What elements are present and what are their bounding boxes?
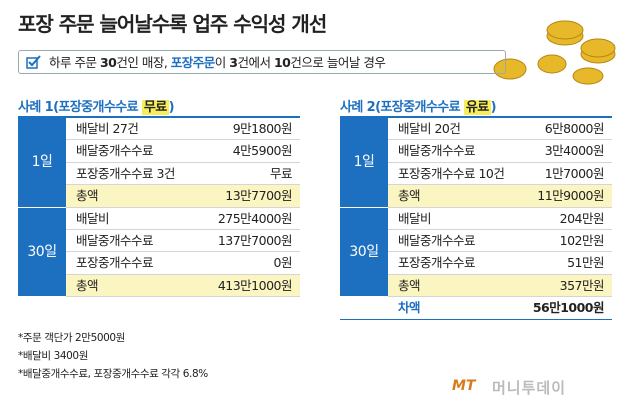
item-label: 배달비 xyxy=(66,208,206,230)
item-value: 102만원 xyxy=(528,230,612,253)
item-label: 배달중개수수료 xyxy=(388,230,528,253)
item-label: 총액 xyxy=(388,185,528,208)
logo-text: 머니투데이 xyxy=(492,379,567,397)
subtitle-part: 이 xyxy=(214,55,230,70)
footnote: *주문 객단가 2만5000원 xyxy=(18,332,125,344)
table-top-rule xyxy=(340,116,612,118)
subtitle-part: 3 xyxy=(229,55,238,70)
table-top-rule xyxy=(18,116,300,118)
item-label: 배달중개수수료 xyxy=(66,230,206,253)
subtitle-part: 30 xyxy=(99,55,117,70)
item-value: 13만7700원 xyxy=(206,185,300,208)
case-title-part: 유료 xyxy=(463,100,491,115)
item-value: 4만5900원 xyxy=(206,140,300,163)
item-label: 배달비 27건 xyxy=(66,118,206,141)
item-value: 137만7000원 xyxy=(206,230,300,253)
subtitle-part: 포장주문 xyxy=(170,55,216,70)
coins-illustration xyxy=(493,20,616,85)
case-title-part: 사례 2(포장중개수수료 xyxy=(340,100,464,115)
item-value: 1만7000원 xyxy=(528,163,612,186)
item-value: 204만원 xyxy=(528,208,612,230)
item-value: 9만1800원 xyxy=(206,118,300,141)
item-label: 포장중개수수료 3건 xyxy=(66,163,206,186)
logo-mark: MT xyxy=(452,378,476,394)
subtitle-box: 하루 주문 30건인 매장, 포장주문이 3건에서 10건으로 늘어날 경우 xyxy=(18,50,506,74)
day-label: 30일 xyxy=(18,207,66,298)
item-value: 무료 xyxy=(206,163,300,186)
item-value: 413만1000원 xyxy=(206,274,300,298)
subtitle-part: 10 xyxy=(273,55,291,70)
footnote: *배달비 3400원 xyxy=(18,350,88,362)
day-label: 30일 xyxy=(340,207,388,298)
item-label: 총액 xyxy=(66,185,206,208)
title: 포장 주문 늘어날수록 업주 수익성 개선 xyxy=(18,12,327,36)
subtitle-part: 하루 주문 xyxy=(49,55,100,70)
subtitle-part: 건으로 늘어날 경우 xyxy=(290,55,386,70)
item-label: 포장중개수수료 xyxy=(388,252,528,275)
item-label: 배달비 20건 xyxy=(388,118,528,141)
subtitle-part: 건인 매장, xyxy=(116,55,171,70)
item-label: 배달비 xyxy=(388,208,528,230)
item-value: 357만원 xyxy=(528,274,612,298)
item-label: 배달중개수수료 xyxy=(388,140,528,163)
item-value: 3만4000원 xyxy=(528,140,612,163)
difference-value: 56만1000원 xyxy=(528,297,612,320)
case-title-part: 사례 1(포장중개수수료 xyxy=(18,100,142,115)
item-label: 포장중개수수료 xyxy=(66,252,206,275)
case-title: 사례 1(포장중개수수료 무료) xyxy=(18,96,175,115)
item-value: 275만4000원 xyxy=(206,208,300,230)
item-label: 총액 xyxy=(388,274,528,298)
case-title-part: 무료 xyxy=(141,100,169,115)
footnote: *배달중개수수료, 포장중개수수료 각각 6.8% xyxy=(18,368,208,380)
item-label: 배달중개수수료 xyxy=(66,140,206,163)
day-label: 1일 xyxy=(340,118,388,208)
item-value: 0원 xyxy=(206,252,300,275)
subtitle-part: 건에서 xyxy=(237,55,274,70)
day-label: 1일 xyxy=(18,118,66,208)
item-label: 포장중개수수료 10건 xyxy=(388,163,528,186)
item-value: 51만원 xyxy=(528,252,612,275)
difference-label: 차액 xyxy=(388,297,528,320)
check-icon xyxy=(26,55,41,69)
item-value: 6만8000원 xyxy=(528,118,612,141)
difference-spacer xyxy=(340,297,388,320)
case-title-part: ) xyxy=(168,100,175,115)
case-title-part: ) xyxy=(490,100,497,115)
item-label: 총액 xyxy=(66,274,206,298)
case-title: 사례 2(포장중개수수료 유료) xyxy=(340,96,497,115)
item-value: 11만9000원 xyxy=(528,185,612,208)
